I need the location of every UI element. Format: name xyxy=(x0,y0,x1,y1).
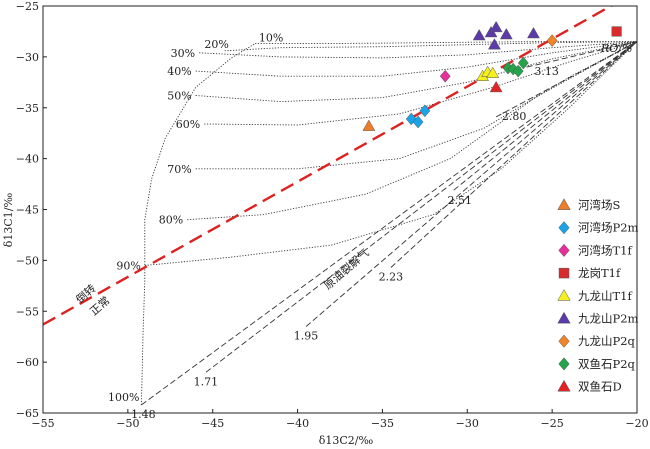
ro-line-6 xyxy=(526,41,637,68)
y-tick-label: −55 xyxy=(16,305,39,318)
mixing-curve-0 xyxy=(140,43,256,405)
ro-line-label: 3.13 xyxy=(534,65,559,78)
x-tick-label: −30 xyxy=(456,417,479,430)
ro-line-label: 2.80 xyxy=(502,110,527,123)
mixing-curve-label: 90% xyxy=(116,259,140,272)
legend-label: 河湾场P2m xyxy=(578,221,639,235)
mixing-curve-label: 20% xyxy=(204,38,228,51)
ro-label: RO/% xyxy=(600,42,632,55)
y-tick-label: −45 xyxy=(16,204,39,217)
mixing-curve-4 xyxy=(204,41,637,126)
x-tick-label: −20 xyxy=(625,417,648,430)
ro-line-3 xyxy=(390,41,637,268)
ro-line-4 xyxy=(453,41,637,191)
legend-marker xyxy=(557,379,571,392)
legend-marker xyxy=(557,311,571,324)
data-point xyxy=(439,69,451,83)
data-point xyxy=(512,64,524,78)
mixing-curve-5 xyxy=(195,41,637,103)
data-point xyxy=(486,66,500,78)
data-point xyxy=(611,26,622,37)
legend-label: 河湾场T1f xyxy=(578,243,632,257)
annotations: 原油裂解气 倒转 正常 RO/% xyxy=(73,42,633,318)
legend-marker xyxy=(558,357,570,371)
axis-labels: δ13C2/‰ δ13C1/‰ xyxy=(2,193,373,447)
ro-line-0 xyxy=(141,41,637,406)
mixing-curve-7 xyxy=(199,41,637,59)
mixing-curve-label: 30% xyxy=(171,47,195,60)
legend-marker xyxy=(558,267,570,279)
mixing-curve-9 xyxy=(255,41,637,45)
legend: 河湾场S 河湾场P2m 河湾场T1f 龙岗T1f 九龙山T1f 九龙山P2m 九龙山P2q 双… xyxy=(557,198,639,394)
mixing-curve-label: 50% xyxy=(167,90,191,103)
mixing-curve-8 xyxy=(224,41,637,52)
y-axis-label: δ13C1/‰ xyxy=(2,193,15,248)
legend-label: 龙岗T1f xyxy=(578,266,621,280)
ro-label-text: RO/% xyxy=(600,42,632,55)
x-tick-label: −35 xyxy=(371,417,394,430)
mixing-curve-label: 100% xyxy=(108,391,139,404)
ro-line-label: 2.51 xyxy=(447,194,472,207)
ro-line-label: 1.95 xyxy=(294,330,319,343)
ro-line-label: 1.71 xyxy=(194,375,219,388)
data-point xyxy=(527,26,540,39)
legend-marker xyxy=(558,221,570,235)
plot-area xyxy=(43,6,637,406)
plot-content: 100% 90% 80% 70% 60% 50% 40% 30% 20% 10% 1.48 1.71 1… xyxy=(43,6,637,421)
legend-label: 河湾场S xyxy=(578,198,620,212)
x-tick-label: −40 xyxy=(286,417,309,430)
data-point xyxy=(517,56,529,70)
data-point xyxy=(412,115,424,129)
data-point xyxy=(472,29,486,41)
data-point xyxy=(488,38,501,50)
x-tick-label: −50 xyxy=(116,417,139,430)
ro-line-label: 2.23 xyxy=(379,270,404,283)
y-tick-label: −35 xyxy=(16,102,39,115)
mixing-curve-label: 80% xyxy=(159,214,183,227)
ro-line-1 xyxy=(205,41,637,373)
y-tick-label: −25 xyxy=(16,0,39,13)
crack-label: 原油裂解气 xyxy=(321,246,372,293)
legend-label: 九龙山T1f xyxy=(578,289,632,303)
data-point xyxy=(489,80,503,93)
legend-label: 双鱼石D xyxy=(578,380,622,394)
data-point xyxy=(489,20,503,33)
data-point xyxy=(362,119,376,131)
legend-label: 双鱼石P2q xyxy=(578,357,636,371)
mixing-curve-label: 10% xyxy=(259,32,283,45)
x-tick-label: −45 xyxy=(201,417,224,430)
mixing-curve-label: 70% xyxy=(167,163,191,176)
x-tick-label: −25 xyxy=(541,417,564,430)
legend-label: 九龙山P2m xyxy=(578,312,639,326)
mixing-curve-label: 40% xyxy=(167,65,191,78)
mixing-curve-label: 60% xyxy=(176,118,200,131)
legend-marker xyxy=(558,334,570,348)
mixing-curve-6 xyxy=(195,41,637,77)
y-tick-label: −65 xyxy=(16,407,39,420)
data-point xyxy=(405,112,417,126)
data-point xyxy=(419,104,431,118)
axes: −55 −50 −45 −40 −35 −30 −25 −20 −65 −60 −55 −50 −45 −… xyxy=(16,0,649,430)
y-tick-label: −30 xyxy=(16,51,39,64)
ro-line-2 xyxy=(305,41,637,327)
data-point xyxy=(546,34,558,47)
reference-line xyxy=(43,6,614,326)
x-axis-label: δ13C2/‰ xyxy=(319,434,374,447)
x-tick-label: −55 xyxy=(31,417,54,430)
legend-marker xyxy=(558,243,570,257)
y-tick-label: −60 xyxy=(16,356,39,369)
mixing-curve-1 xyxy=(144,41,637,266)
y-tick-label: −50 xyxy=(16,254,39,267)
legend-marker xyxy=(557,198,571,210)
ro-line-label: 1.48 xyxy=(131,408,156,421)
mixing-curve-3 xyxy=(195,41,637,170)
legend-marker xyxy=(557,289,571,301)
legend-label: 九龙山P2q xyxy=(578,334,636,348)
data-point xyxy=(499,27,513,40)
mixing-curve-2 xyxy=(187,41,637,221)
y-tick-label: −40 xyxy=(16,153,39,166)
